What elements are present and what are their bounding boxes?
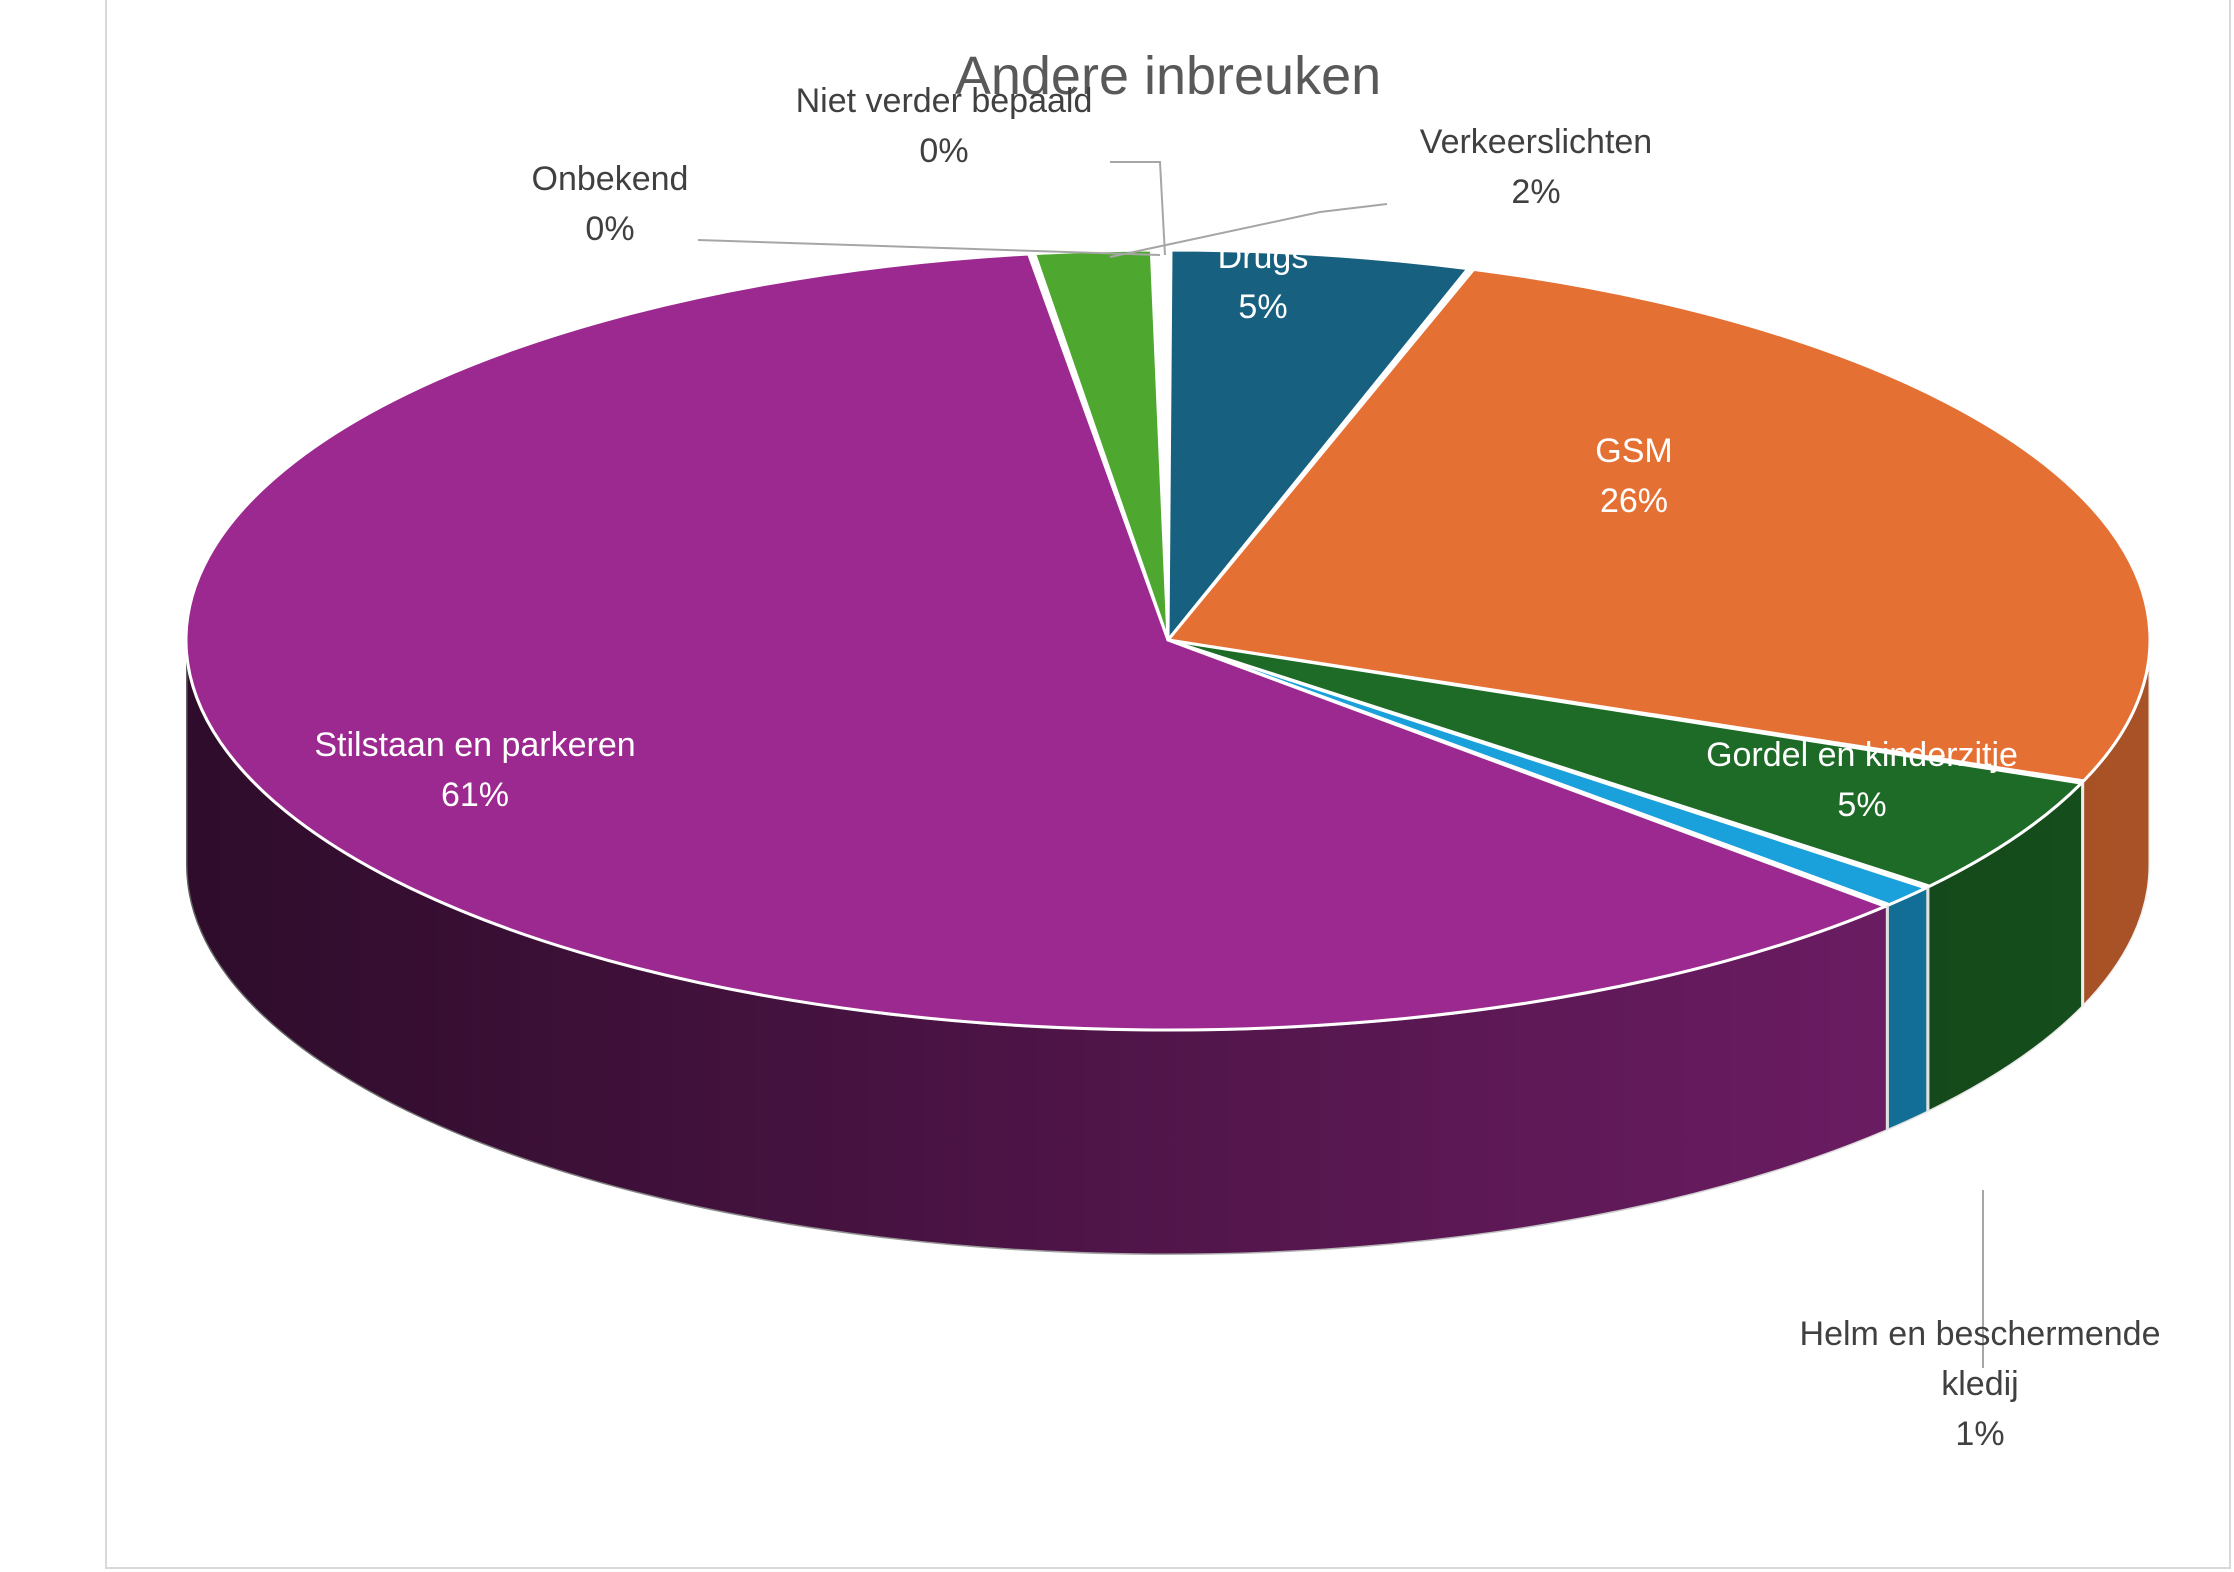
pie-slice-6 (1155, 248, 1170, 642)
pie-slice-0 (1166, 248, 1470, 642)
pie-slice-2 (1166, 638, 2083, 888)
pie-slice-3 (1166, 638, 1928, 907)
leader-line-6 (697, 239, 1161, 256)
chart-title: Andere inbreuken (955, 46, 1381, 106)
slice-label-value-2: 5% (1837, 786, 1886, 824)
pie-side-shading (186, 640, 2150, 1255)
leader-line-5 (1109, 203, 1388, 258)
slice-label-name-3: kledij (1941, 1365, 2018, 1403)
pie-slice-4 (184, 252, 1887, 1032)
slice-label-name-6: Onbekend (532, 160, 689, 198)
pie-slice-1 (1166, 267, 2152, 783)
slice-label-name-5: Verkeerslichten (1420, 123, 1652, 161)
slice-label-value-4: 61% (441, 776, 509, 814)
slice-label-value-0: 5% (1238, 288, 1287, 326)
slice-label-name-7: Niet verder bepaald (796, 82, 1093, 120)
data-labels: Drugs 5% GSM 26% Gordel en kinderzitje 5% Helm… (314, 82, 2160, 1453)
slice-label-name-1: GSM (1595, 432, 1672, 470)
pie-slice-5 (1033, 248, 1170, 642)
slice-label-name-0: Drugs (1218, 238, 1309, 276)
leader-line-7 (1110, 161, 1166, 256)
slice-label-value-7: 0% (919, 132, 968, 170)
slice-label-value-3: 1% (1955, 1415, 2004, 1453)
slice-label-name-2: Gordel en kinderzitje (1706, 736, 2018, 774)
slice-label-name-4: Stilstaan en parkeren (314, 726, 635, 764)
pie-sides (184, 639, 2152, 1257)
slice-label-value-5: 2% (1511, 173, 1560, 211)
slice-label-value-1: 26% (1600, 482, 1668, 520)
leader-lines (697, 161, 1984, 1368)
slice-label-value-6: 0% (585, 210, 634, 248)
pie-tops (184, 248, 2152, 1032)
slice-label-name-3: Helm en beschermende (1800, 1315, 2161, 1353)
